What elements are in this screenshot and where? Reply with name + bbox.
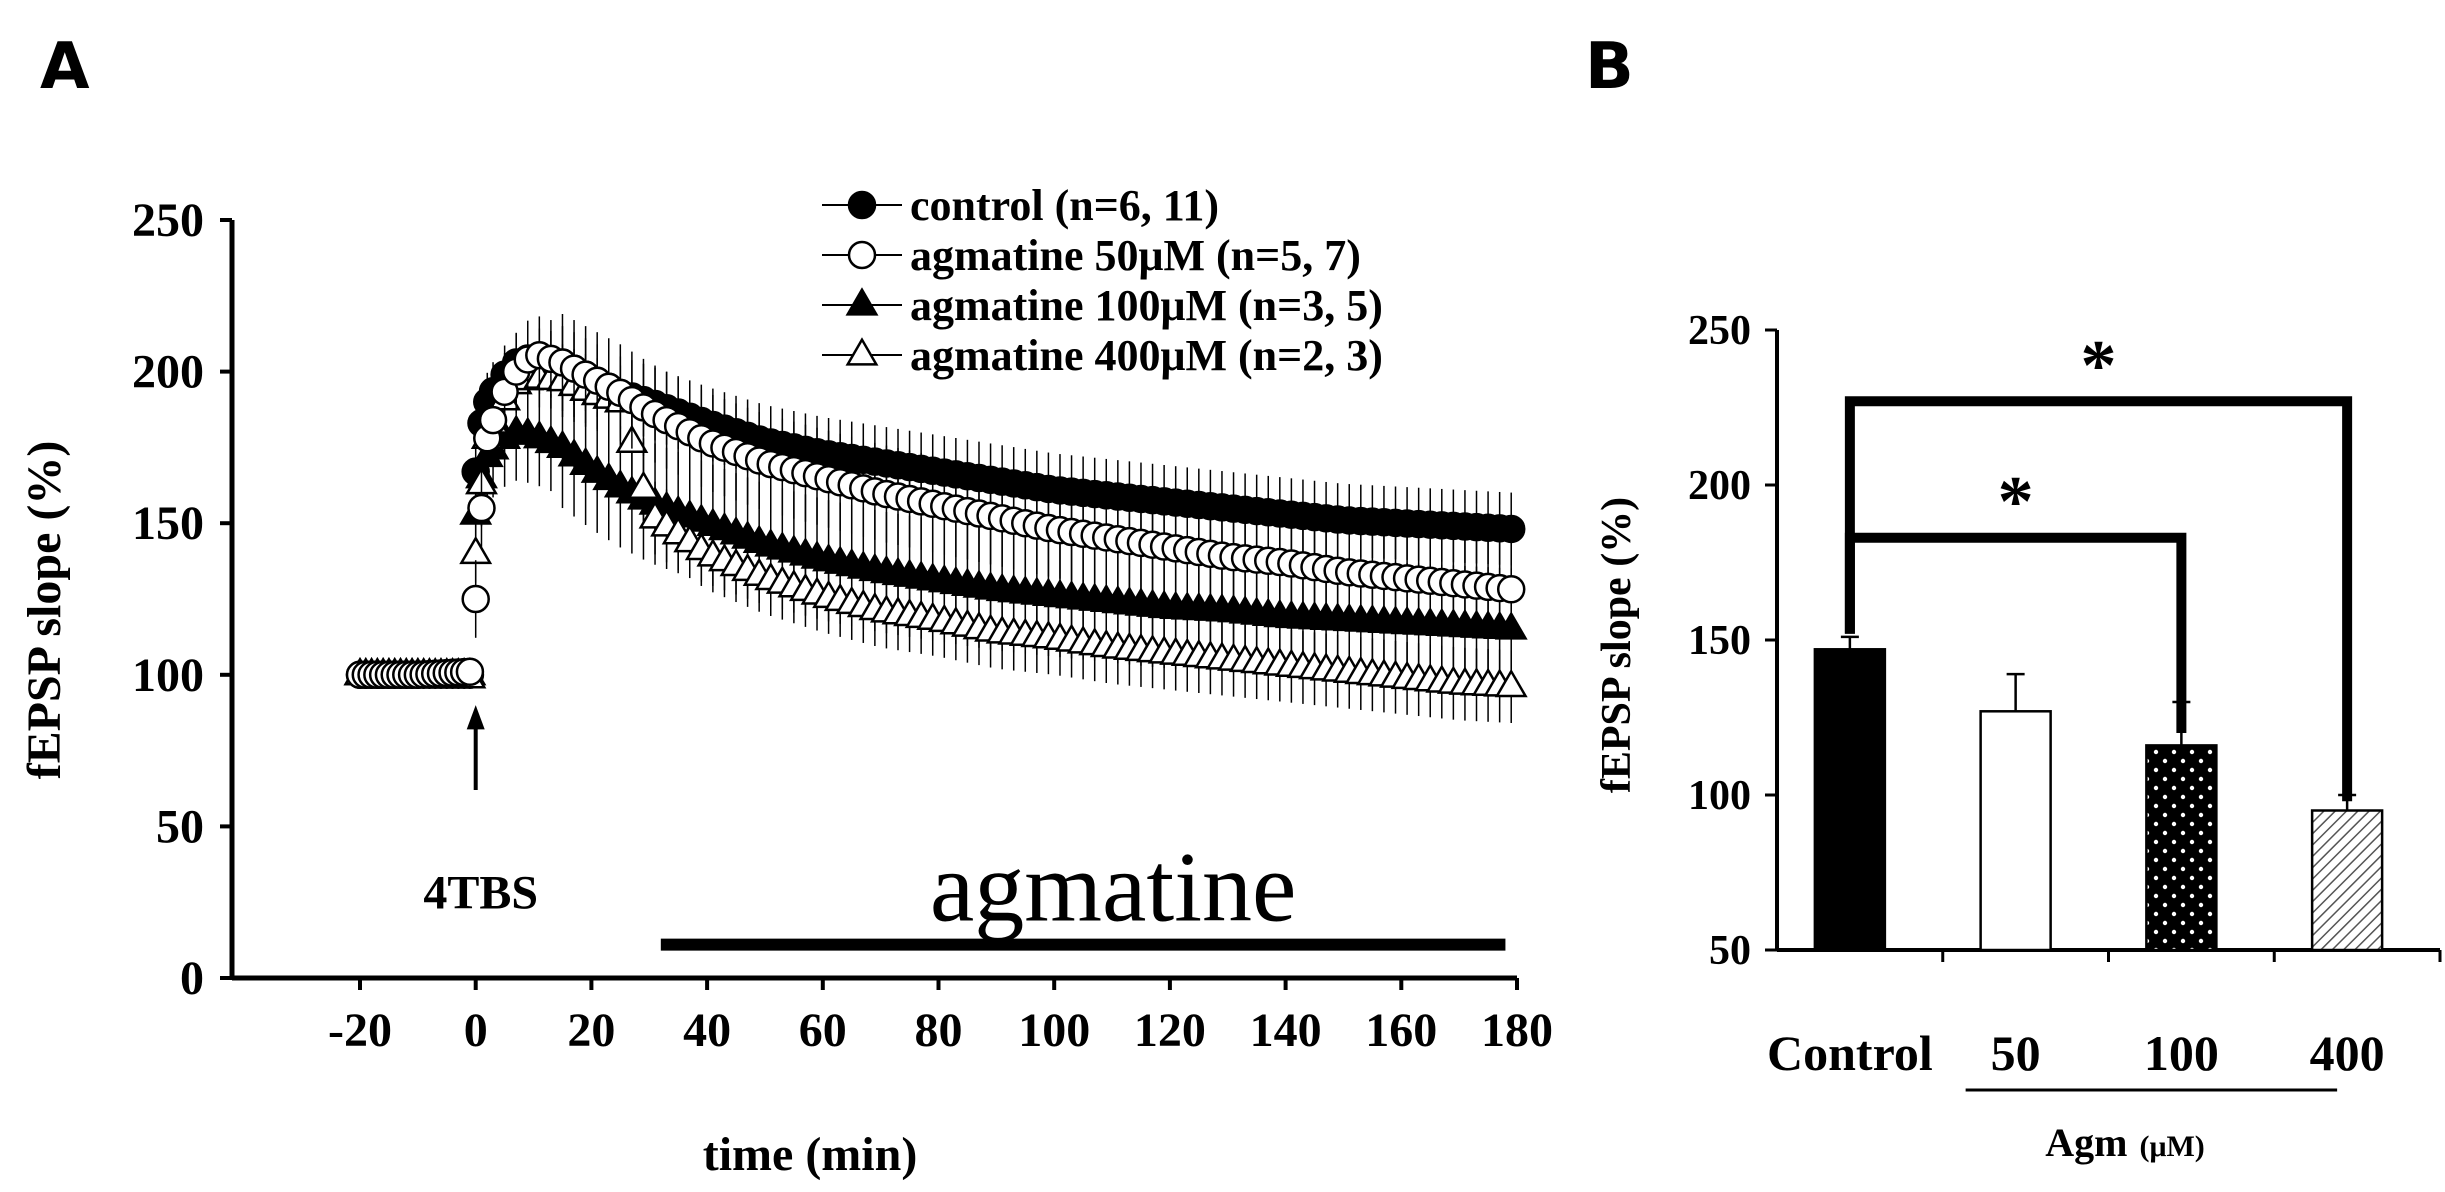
data-point xyxy=(1496,514,1526,544)
category-label: 50 xyxy=(1991,1025,2041,1081)
chart-a: 0 50 100 150 200 250 -20 0 20 40 60 80 100 120 140 160 1… xyxy=(18,181,1553,1181)
chart-b-significance: ** xyxy=(1844,325,2353,802)
chart-a-legend: control (n=6, 11)agmatine 50μM (n=5, 7)a… xyxy=(822,181,1383,380)
panel-b-label: B xyxy=(1585,30,1634,104)
y-tick-label: 50 xyxy=(156,800,204,853)
significance-star: * xyxy=(1998,462,2034,542)
data-point xyxy=(845,337,879,366)
chart-a-x-axis-title: time (min) xyxy=(703,1128,918,1181)
data-point xyxy=(847,240,877,270)
y-tick-label: 200 xyxy=(132,346,204,399)
category-label: Control xyxy=(1767,1025,1933,1081)
data-point xyxy=(459,535,493,565)
group-label-text: Agm xyxy=(2045,1120,2127,1165)
chart-b-group-label: Agm (μM) xyxy=(2045,1120,2205,1165)
stimulus-label: 4TBS xyxy=(423,866,538,919)
x-tick-label: 60 xyxy=(799,1004,847,1057)
x-tick-label: 80 xyxy=(915,1004,963,1057)
x-tick-label: 20 xyxy=(567,1004,615,1057)
data-point xyxy=(461,584,490,614)
group-label-unit: (μM) xyxy=(2139,1130,2204,1163)
legend-label: control (n=6, 11) xyxy=(910,181,1219,230)
y-tick-label: 200 xyxy=(1688,463,1751,509)
y-tick-label: 50 xyxy=(1709,928,1751,974)
x-tick-label: 180 xyxy=(1481,1004,1553,1057)
data-point xyxy=(847,190,877,220)
data-point xyxy=(845,287,879,316)
series-1 xyxy=(345,313,1526,690)
chart-b-y-axis-title: fEPSP slope (%) xyxy=(1594,497,1640,793)
y-tick-label: 0 xyxy=(180,952,204,1005)
panel-a-label: A xyxy=(40,30,90,104)
data-point xyxy=(467,493,496,523)
bar-0 xyxy=(1813,648,1887,952)
data-point xyxy=(626,470,660,499)
y-tick-label: 150 xyxy=(132,497,204,550)
data-point xyxy=(1494,668,1528,698)
significance-bracket xyxy=(1844,396,2353,802)
y-tick-label: 250 xyxy=(132,194,204,247)
data-point xyxy=(455,657,485,687)
legend-label: agmatine 50μM (n=5, 7) xyxy=(910,231,1361,280)
bar-3 xyxy=(2310,809,2384,952)
data-point xyxy=(478,405,508,435)
chart-a-series xyxy=(343,313,1528,724)
x-tick-label: -20 xyxy=(328,1004,392,1057)
chart-b-bars: Control 50 100 400 xyxy=(1767,635,2385,1092)
x-tick-label: 140 xyxy=(1250,1004,1322,1057)
y-tick-label: 100 xyxy=(1688,773,1751,819)
legend-label: agmatine 400μM (n=2, 3) xyxy=(910,331,1383,380)
significance-star: * xyxy=(2081,325,2117,405)
stimulus-arrow-head xyxy=(466,705,485,730)
bar-2 xyxy=(2145,744,2218,952)
x-tick-label: 0 xyxy=(464,1004,488,1057)
x-tick-label: 160 xyxy=(1365,1004,1437,1057)
legend-label: agmatine 100μM (n=3, 5) xyxy=(910,281,1383,330)
x-tick-label: 100 xyxy=(1018,1004,1090,1057)
y-tick-label: 150 xyxy=(1688,618,1751,664)
category-label: 400 xyxy=(2310,1025,2385,1081)
chart-a-annotations: 4TBS agmatine xyxy=(423,705,1506,951)
x-tick-label: 40 xyxy=(683,1004,731,1057)
chart-a-ticks: 0 50 100 150 200 250 -20 0 20 40 60 80 100 120 140 160 1… xyxy=(132,194,1553,1057)
y-tick-label: 100 xyxy=(132,649,204,702)
drug-bar-label: agmatine xyxy=(930,832,1297,943)
y-tick-label: 250 xyxy=(1688,308,1751,354)
category-label: 100 xyxy=(2144,1025,2219,1081)
bar-1 xyxy=(1979,710,2052,952)
x-tick-label: 120 xyxy=(1134,1004,1206,1057)
chart-a-y-axis-title: fEPSP slope (%) xyxy=(18,441,71,780)
chart-a-axes xyxy=(220,218,1519,990)
data-point xyxy=(1496,575,1526,604)
